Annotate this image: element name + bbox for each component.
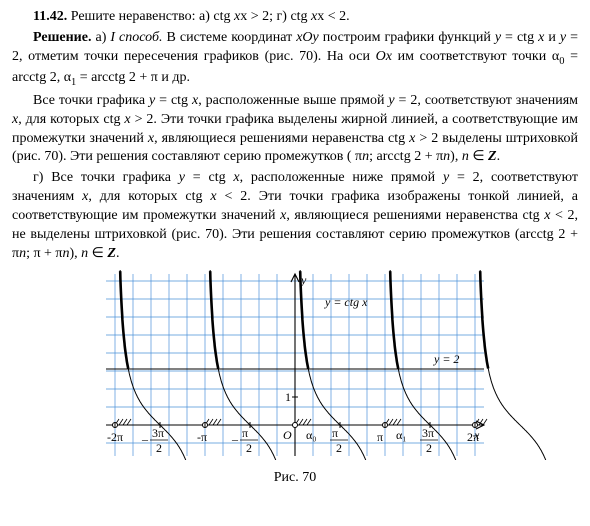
solution-p4: г) Все точки графика y = ctg x, располож… [12,169,578,263]
svg-text:1: 1 [285,390,291,404]
p4-m: , являющиеся решениями неравенства ctg [286,208,544,223]
p3-u: ∈ [469,149,488,164]
svg-text:2π: 2π [467,430,479,444]
task-text-c: x < 2. [317,9,349,24]
figure-caption: Рис. 70 [12,469,578,488]
p2-d: и [544,30,560,45]
task-number: 11.42. [33,9,67,24]
p4-s: ), [70,246,82,261]
solution-label: Решение. [33,30,91,45]
p1-b: В системе координат [163,30,297,45]
task-text-b: x > 2; г) ctg [240,9,311,24]
p4-q: ; π + π [26,246,62,261]
svg-text:2: 2 [246,441,252,455]
p4-c: = ctg [185,170,233,185]
svg-text:2: 2 [336,441,342,455]
p4-v: Z [107,246,116,261]
p2-h: им соответствуют точки α [392,49,559,64]
svg-text:–: – [141,432,149,446]
svg-text:π: π [242,426,248,440]
p3-e: , расположенные выше прямой [198,93,388,108]
task-text-a: Решите неравенство: а) ctg [71,9,234,24]
p4-e: , расположенные ниже прямой [240,170,443,185]
p3-v: Z [488,149,497,164]
p1-c: xOy [296,30,319,45]
p4-i: , для которых ctg [88,189,210,204]
svg-text:π: π [377,430,383,444]
svg-text:α₁: α₁ [396,428,406,442]
svg-text:y = ctg x: y = ctg x [324,295,368,309]
p3-g: = 2, соответствуют значениям [395,93,578,108]
p3-t: n [462,149,469,164]
svg-text:-2π: -2π [107,430,123,444]
p3-m: , являющиеся решениями неравенства ctg [154,131,409,146]
svg-text:3π: 3π [152,426,164,440]
chart-figure: yx1O-2π–3π2-π–π2π2π3π22πα₀α₁y = ctg xy =… [12,270,578,488]
method-label: I способ. [110,30,162,45]
svg-text:y: y [300,273,307,287]
svg-text:2: 2 [156,441,162,455]
p3-i: , для которых ctg [18,112,124,127]
p1-d: построим графики функций [319,30,495,45]
p4-r: n [63,246,70,261]
svg-text:–: – [231,432,239,446]
p1-a: а) [91,30,110,45]
svg-text:y = 2: y = 2 [433,352,459,366]
p3-w: . [497,149,501,164]
solution-p3: Все точки графика y = ctg x, расположенн… [12,92,578,168]
task-line: 11.42. Решите неравенство: а) ctg xx > 2… [12,8,578,27]
p2-b: = ctg [501,30,538,45]
p3-a: Все точки графика [33,93,149,108]
svg-text:O: O [283,428,292,442]
p3-s: ), [450,149,462,164]
p3-c: = ctg [155,93,192,108]
svg-text:3π: 3π [422,426,434,440]
cotangent-chart: yx1O-2π–3π2-π–π2π2π3π22πα₀α₁y = ctg xy =… [12,270,578,460]
p4-w: . [116,246,120,261]
solution-p1: Решение. а) I способ. В системе координа… [12,29,578,90]
svg-text:2: 2 [426,441,432,455]
p4-a: г) Все точки графика [33,170,179,185]
p2-g: Ox [376,49,392,64]
p2-j: = arcctg 2 + π и др. [76,70,190,85]
p3-q: ; arcctg 2 + π [369,149,443,164]
svg-text:π: π [332,426,338,440]
svg-text:α₀: α₀ [306,428,316,442]
svg-text:-π: -π [197,430,207,444]
p4-u: ∈ [88,246,107,261]
